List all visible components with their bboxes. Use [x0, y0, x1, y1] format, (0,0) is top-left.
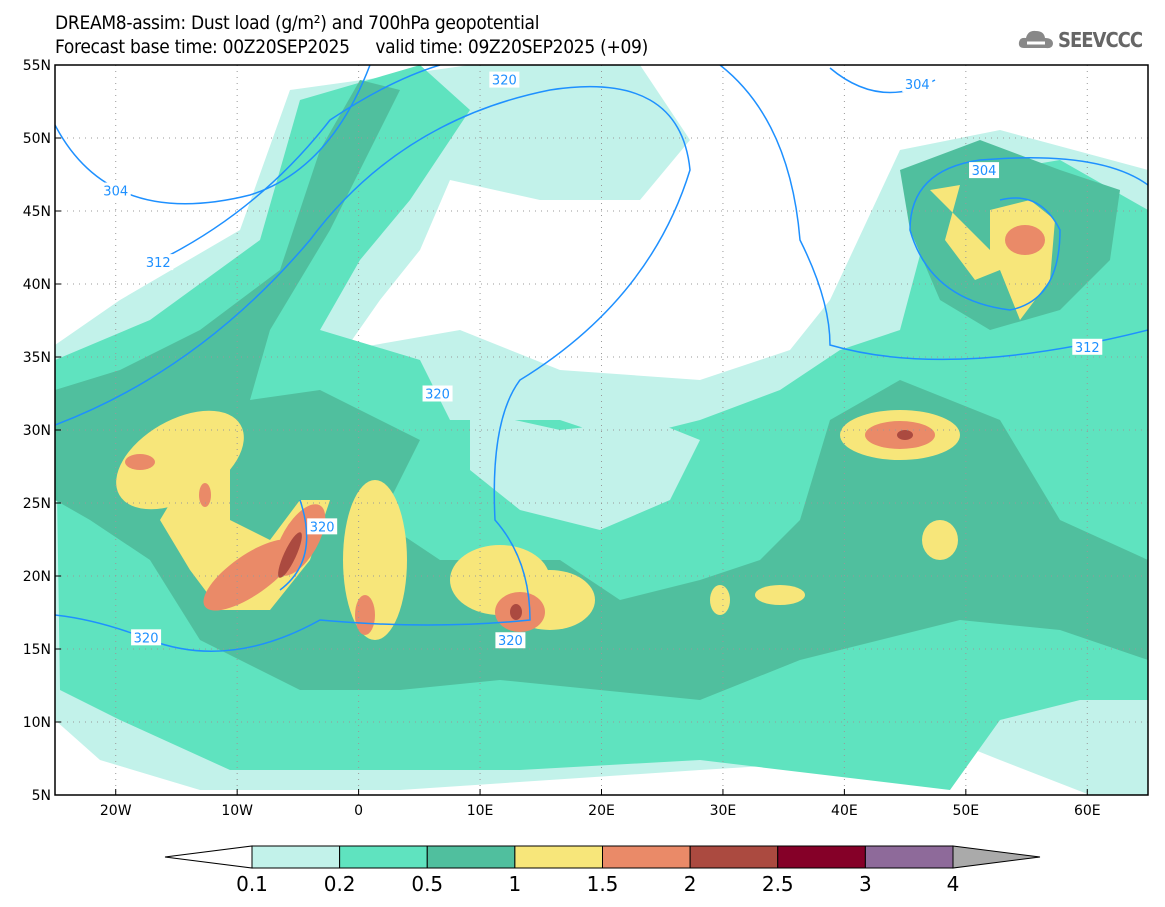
colorbar-label: 1.5 [587, 872, 619, 896]
contour-label-bg [422, 385, 453, 402]
colorbar-swatch [864, 845, 954, 869]
lat-tick-label: 45N [23, 204, 51, 220]
colorbar-swatch [689, 845, 779, 869]
contour-label-bg [143, 254, 174, 271]
lat-tick-label: 40N [23, 277, 51, 293]
map-subtitle: Forecast base time: 00Z20SEP2025 valid t… [55, 36, 648, 58]
lon-tick-label: 0 [354, 803, 363, 819]
colorbar-swatch [339, 845, 428, 869]
contour-label: 312 [1075, 341, 1100, 356]
colorbar-label: 1 [509, 872, 522, 896]
logo-text: SEEVCCC [1058, 28, 1143, 52]
seevccc-logo: SEEVCCC [1018, 28, 1143, 52]
colorbar-swatch [602, 845, 691, 869]
contour-label-bg [131, 629, 162, 646]
cloud-icon [1018, 30, 1053, 49]
colorbar-over-arrow [952, 845, 1041, 869]
lon-tick-label: 60E [1074, 803, 1101, 819]
lon-tick-label: 20W [100, 803, 132, 819]
colorbar: 0.1 0.2 0.5 1 1.5 2 2.5 3 4 [164, 845, 1041, 896]
colorbar-swatch [777, 845, 866, 869]
colorbar-under-arrow [164, 845, 253, 869]
lon-tick-label: 50E [952, 803, 979, 819]
contour-label: 320 [134, 631, 159, 646]
contour-label: 320 [425, 388, 450, 403]
lon-tick-label: 30E [710, 803, 737, 819]
colorbar-swatch [426, 845, 516, 869]
map-title: DREAM8-assim: Dust load (g/m²) and 700hP… [55, 12, 540, 34]
contour-label-bg [489, 71, 520, 88]
contour-label: 320 [492, 74, 517, 89]
colorbar-label: 0.2 [324, 872, 356, 896]
lat-tick-label: 5N [32, 788, 51, 804]
colorbar-label: 3 [859, 872, 872, 896]
colorbar-label: 4 [947, 872, 960, 896]
lat-tick-label: 35N [23, 350, 51, 366]
contour-label: 304 [103, 185, 128, 200]
geopotential-contours [55, 65, 1148, 652]
lon-tick-label: 20E [588, 803, 615, 819]
lat-tick-label: 20N [23, 569, 51, 585]
colorbar-label: 0.5 [411, 872, 443, 896]
lon-tick-label: 40E [831, 803, 858, 819]
lon-tick-label: 10W [221, 803, 253, 819]
contour-label-bg [495, 632, 526, 649]
contour-label-bg [1072, 338, 1103, 355]
colorbar-label: 2.5 [762, 872, 794, 896]
contour-label: 312 [146, 256, 171, 271]
lat-tick-label: 30N [23, 423, 51, 439]
lat-tick-label: 55N [23, 58, 51, 74]
contour-label-bg [969, 162, 1000, 179]
lon-tick-label: 10E [467, 803, 494, 819]
contour-label-bg [902, 75, 933, 92]
lat-tick-label: 10N [23, 715, 51, 731]
contour-label-bg [307, 518, 338, 535]
colorbar-label: 2 [684, 872, 697, 896]
lat-tick-label: 15N [23, 642, 51, 658]
lat-tick-label: 25N [23, 496, 51, 512]
contour-labels: 320 304 304 312 304 312 320 320 320 320 [100, 71, 1103, 649]
contour-label: 320 [310, 520, 335, 535]
contour-label: 304 [905, 78, 930, 93]
axis-ticks: 20W 10W 0 10E 20E 30E 40E 50E 60E 55N 50N 45N 40N 35N… [23, 58, 1101, 819]
contour-label: 320 [498, 634, 523, 649]
colorbar-label: 0.1 [236, 872, 268, 896]
colorbar-swatch [514, 845, 603, 869]
lat-tick-label: 50N [23, 131, 51, 147]
contour-label-bg [100, 182, 131, 199]
contour-label: 304 [972, 164, 997, 179]
colorbar-swatch [251, 845, 341, 869]
